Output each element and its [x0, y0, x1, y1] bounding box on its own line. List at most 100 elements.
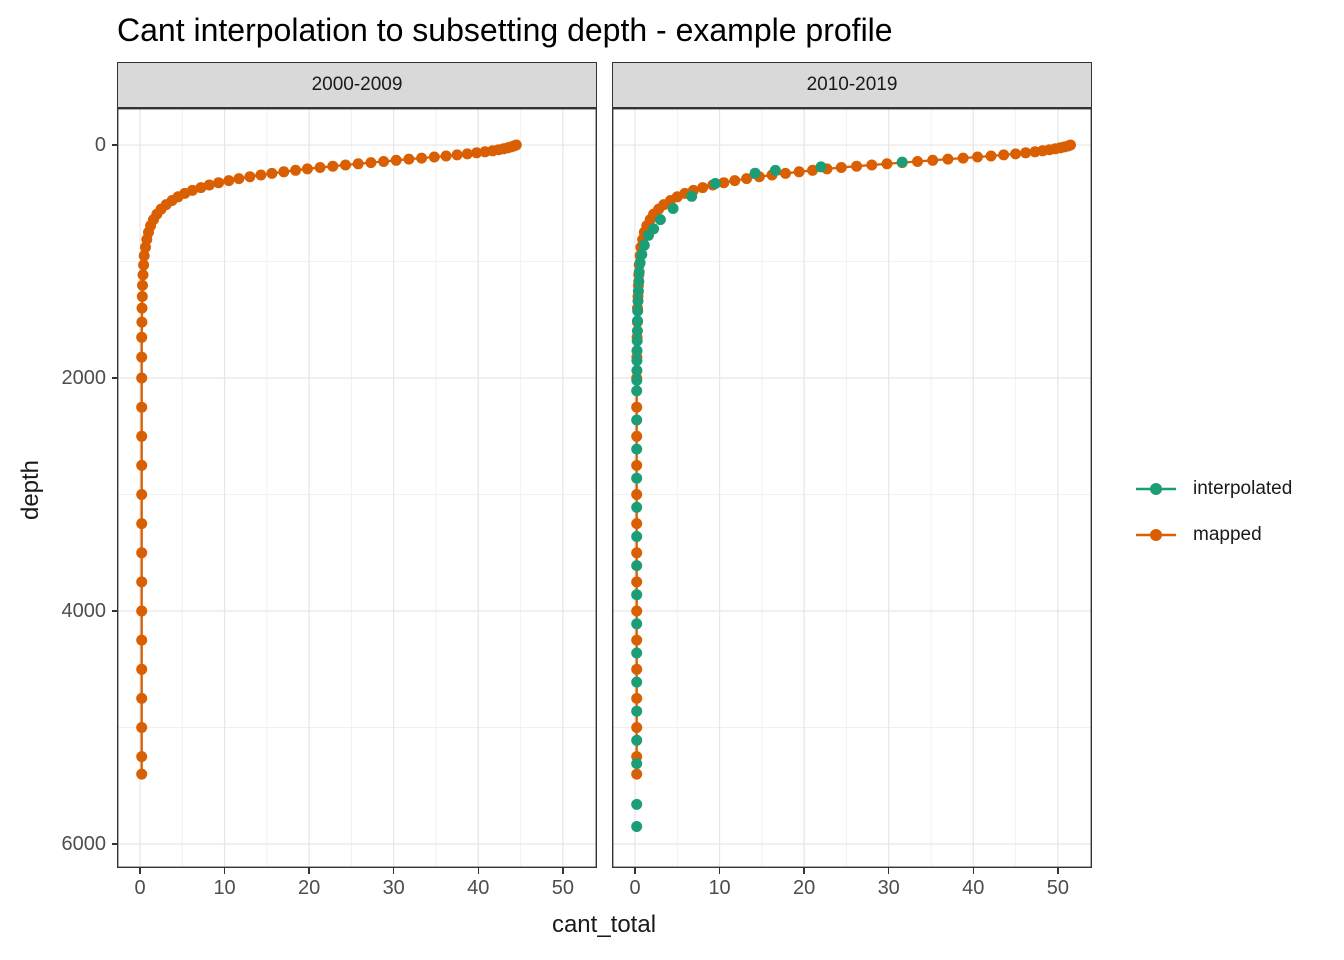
y-tick-label: 4000 [61, 600, 107, 623]
data-point [633, 266, 645, 278]
y-tick-label: 2000 [61, 367, 107, 390]
data-point [213, 177, 225, 189]
data-point [631, 518, 643, 530]
data-point [631, 605, 643, 617]
data-point [643, 229, 654, 241]
data-point [136, 751, 148, 763]
data-point [697, 182, 709, 194]
data-point [223, 175, 235, 187]
data-point [136, 547, 148, 559]
data-point [244, 171, 256, 183]
x-tick-label: 20 [793, 877, 816, 899]
x-tick [972, 868, 974, 874]
x-tick-label: 40 [467, 877, 490, 899]
data-point [631, 705, 643, 717]
data-point [632, 315, 643, 327]
data-point [136, 722, 148, 733]
x-tick [223, 868, 226, 874]
facet-strip-label: 2010-2019 [806, 74, 898, 95]
x-tick [393, 868, 395, 874]
data-point [741, 173, 753, 185]
data-point [451, 149, 463, 161]
data-point [957, 152, 969, 164]
data-point [233, 173, 245, 185]
data-point [203, 179, 215, 191]
data-point [631, 798, 643, 810]
data-point [631, 401, 643, 413]
data-point [471, 147, 483, 159]
data-point [136, 316, 148, 328]
data-point [479, 146, 491, 158]
facet-plot-area [612, 108, 1092, 868]
data-point [137, 279, 148, 291]
data-point [136, 291, 148, 302]
data-point [138, 250, 150, 262]
data-point [631, 647, 643, 659]
data-point [136, 768, 148, 780]
data-point [631, 374, 643, 386]
data-point [631, 365, 643, 376]
data-point [136, 576, 148, 588]
plot-title: Cant interpolation to subsetting depth -… [117, 12, 893, 48]
data-point [631, 547, 643, 559]
data-point [881, 158, 893, 170]
data-point [136, 331, 148, 343]
data-point [866, 159, 878, 171]
y-tick-label: 0 [94, 134, 106, 157]
x-tick [139, 868, 141, 874]
data-point [638, 239, 650, 251]
x-axis-title: cant_total [551, 911, 657, 938]
data-point [835, 162, 847, 173]
data-point [631, 560, 643, 572]
data-point [461, 148, 473, 160]
data-point [686, 190, 698, 202]
data-point [631, 385, 643, 397]
data-point [136, 634, 148, 646]
data-point [631, 325, 643, 337]
data-point [136, 663, 148, 675]
gridlines [117, 108, 597, 868]
facet-strip-2000-2009: 2000-2009 [117, 62, 597, 108]
data-point [365, 157, 377, 169]
y-tick [111, 843, 117, 845]
data-point [631, 430, 643, 442]
data-point [136, 489, 148, 500]
data-point [896, 156, 908, 168]
data-point [631, 501, 643, 513]
data-point [136, 351, 148, 363]
data-point [667, 203, 679, 214]
data-point [636, 249, 648, 260]
y-tick [111, 377, 117, 379]
data-point [136, 518, 148, 530]
y-tick [111, 144, 117, 146]
y-axis-title: depth [17, 459, 44, 521]
data-point [136, 302, 148, 314]
x-tick [803, 868, 805, 874]
x-tick [562, 868, 564, 874]
series-mapped-line [635, 143, 1072, 776]
x-tick-label: 20 [298, 877, 321, 899]
data-point [428, 151, 440, 163]
x-tick [477, 868, 479, 874]
data-point [136, 459, 148, 471]
data-point [634, 257, 646, 269]
x-tick [634, 868, 636, 874]
data-point [137, 269, 149, 281]
data-point [631, 734, 643, 746]
data-point [1010, 148, 1022, 160]
data-point [631, 589, 643, 601]
data-point [136, 605, 148, 617]
data-point [631, 758, 643, 770]
legend: interpolated mapped [1134, 476, 1292, 568]
data-point [140, 241, 151, 253]
data-point [631, 472, 643, 484]
x-tick-label: 30 [877, 877, 900, 899]
facet-plot-area [117, 108, 597, 868]
data-point [301, 163, 313, 175]
data-point [136, 401, 148, 413]
data-point [327, 160, 339, 172]
facet-panel-2010-2019 [612, 108, 1092, 868]
data-point [769, 164, 781, 176]
data-point [632, 295, 644, 307]
